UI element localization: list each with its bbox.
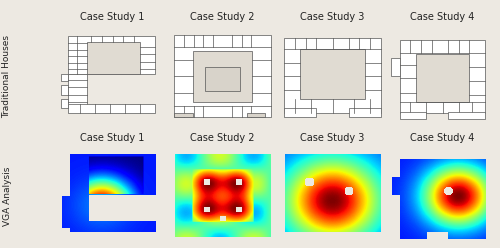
Bar (192, 51, 252, 102)
Bar (284, 108, 316, 118)
Circle shape (334, 63, 342, 71)
Circle shape (220, 70, 224, 73)
Bar (206, 67, 240, 91)
Circle shape (433, 62, 442, 69)
Text: Case Study 1: Case Study 1 (80, 133, 144, 143)
Circle shape (220, 53, 226, 59)
Bar (247, 113, 266, 118)
Bar (87, 42, 141, 74)
Bar (68, 36, 156, 74)
Bar (68, 104, 156, 113)
Bar (68, 73, 87, 108)
Bar (400, 112, 426, 119)
Circle shape (450, 78, 456, 84)
Bar (400, 40, 486, 113)
Text: Case Study 3: Case Study 3 (300, 12, 364, 22)
Bar (61, 85, 68, 94)
Text: Case Study 4: Case Study 4 (410, 12, 474, 22)
Bar (348, 108, 380, 118)
Text: Case Study 2: Case Study 2 (190, 133, 255, 143)
Bar (61, 99, 68, 108)
Text: Case Study 3: Case Study 3 (300, 133, 364, 143)
Text: VGA Analysis: VGA Analysis (2, 167, 12, 226)
Text: Case Study 4: Case Study 4 (410, 133, 474, 143)
Bar (284, 38, 380, 113)
Bar (391, 58, 400, 76)
Bar (61, 73, 68, 81)
Text: Case Study 2: Case Study 2 (190, 12, 255, 22)
Bar (416, 54, 469, 102)
Bar (448, 112, 486, 119)
Text: Case Study 1: Case Study 1 (80, 12, 144, 22)
Text: Traditional Houses: Traditional Houses (2, 35, 12, 118)
Bar (174, 113, 192, 118)
Bar (300, 49, 364, 99)
